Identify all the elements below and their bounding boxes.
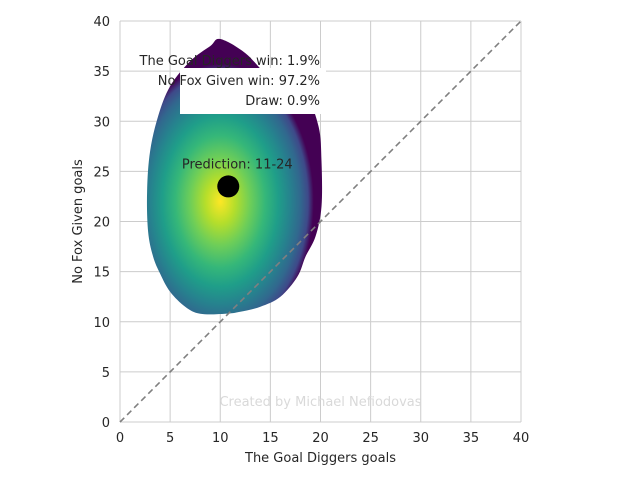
annotation-text: The Goal Diggers win: 1.9% bbox=[139, 54, 320, 69]
prediction-marker bbox=[217, 175, 240, 198]
annotation-text: No Fox Given win: 97.2% bbox=[158, 74, 320, 89]
y-tick-label: 30 bbox=[93, 115, 110, 130]
y-tick-label: 10 bbox=[93, 316, 110, 331]
y-tick-label: 0 bbox=[102, 416, 110, 431]
y-axis-label: No Fox Given goals bbox=[71, 159, 86, 284]
prediction-label: Prediction: 11-24 bbox=[182, 157, 293, 172]
annotation-box bbox=[180, 68, 326, 114]
annotations: The Goal Diggers win: 1.9% No Fox Given w… bbox=[139, 54, 320, 109]
annotation-text: Draw: 0.9% bbox=[245, 94, 320, 109]
y-tick-label: 20 bbox=[93, 216, 110, 231]
x-tick-label: 0 bbox=[116, 431, 124, 446]
x-tick-label: 10 bbox=[212, 431, 229, 446]
reference-diagonal-line bbox=[119, 20, 522, 423]
x-tick-label: 15 bbox=[262, 431, 279, 446]
x-axis-ticks: 0 5 10 15 20 25 30 35 40 bbox=[116, 431, 529, 446]
x-axis-label: The Goal Diggers goals bbox=[244, 451, 396, 466]
y-tick-label: 15 bbox=[93, 266, 110, 281]
x-tick-label: 20 bbox=[312, 431, 329, 446]
x-tick-label: 35 bbox=[463, 431, 480, 446]
y-tick-label: 35 bbox=[93, 65, 110, 80]
watermark: Created by Michael Nefiodovas bbox=[219, 395, 421, 410]
x-tick-label: 25 bbox=[362, 431, 379, 446]
y-tick-label: 40 bbox=[93, 15, 110, 30]
y-tick-label: 5 bbox=[102, 366, 110, 381]
y-tick-label: 25 bbox=[93, 165, 110, 180]
x-tick-label: 5 bbox=[166, 431, 174, 446]
y-axis-ticks: 0 5 10 15 20 25 30 35 40 bbox=[93, 15, 110, 431]
x-tick-label: 40 bbox=[513, 431, 530, 446]
x-tick-label: 30 bbox=[412, 431, 429, 446]
